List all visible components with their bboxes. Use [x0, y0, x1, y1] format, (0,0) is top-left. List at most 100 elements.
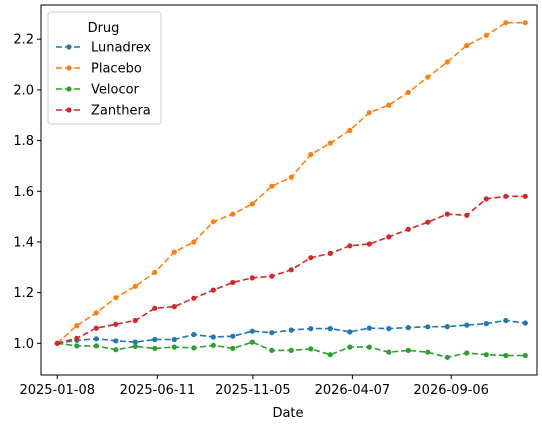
data-point	[522, 352, 528, 359]
legend-item-placebo[interactable]: Placebo	[56, 62, 142, 77]
y-tick-label: 1.0	[13, 337, 34, 352]
data-point	[288, 347, 294, 353]
data-point	[113, 338, 119, 344]
data-point	[405, 89, 411, 95]
data-point	[444, 59, 450, 65]
data-point	[152, 336, 158, 343]
legend-label: Zanthera	[91, 104, 151, 119]
data-point	[132, 317, 138, 324]
data-point	[230, 345, 236, 351]
data-point	[249, 328, 255, 334]
x-tick-label: 2026-04-07	[315, 383, 391, 398]
x-tick-label: 2025-01-08	[19, 383, 95, 398]
data-point	[464, 212, 470, 218]
x-tick-label: 2025-06-11	[120, 383, 196, 398]
data-point	[210, 334, 216, 340]
data-point	[210, 342, 216, 348]
data-point	[327, 140, 333, 146]
data-point	[464, 322, 470, 328]
data-point	[191, 331, 197, 338]
data-point	[327, 326, 333, 332]
data-point	[347, 329, 353, 335]
data-point	[74, 323, 80, 329]
data-point	[74, 335, 80, 341]
legend-marker	[66, 107, 72, 113]
data-point	[171, 304, 177, 310]
data-point	[93, 325, 99, 331]
data-point	[522, 193, 528, 199]
data-point	[386, 102, 392, 108]
data-point	[93, 343, 99, 349]
data-point	[366, 344, 372, 350]
x-tick-label: 2025-11-05	[215, 383, 291, 398]
data-point	[444, 211, 450, 217]
data-point	[269, 330, 275, 336]
data-point	[113, 321, 119, 327]
data-point	[230, 211, 236, 217]
data-point	[191, 295, 197, 301]
data-point	[308, 326, 314, 332]
y-tick-label: 1.2	[13, 286, 34, 301]
data-point	[483, 196, 489, 202]
data-point	[522, 320, 528, 326]
data-point	[210, 219, 216, 225]
legend-box	[47, 11, 162, 125]
data-point	[93, 336, 99, 342]
data-point	[191, 239, 197, 245]
data-point	[132, 339, 138, 345]
legend-item-velocor[interactable]: Velocor	[56, 83, 140, 98]
data-point	[405, 325, 411, 331]
data-point	[347, 344, 353, 350]
data-point	[54, 340, 60, 346]
legend[interactable]: Drug Lunadrex Placebo Velocor Zanthera	[47, 11, 162, 125]
data-point	[425, 74, 431, 80]
data-point	[327, 250, 333, 256]
data-point	[386, 326, 392, 332]
legend-marker	[66, 44, 72, 50]
legend-label: Lunadrex	[91, 41, 152, 56]
x-axis: 2025-01-08 2025-06-11 2025-11-05 2026-04-07…	[19, 375, 489, 398]
data-point	[503, 352, 509, 359]
data-point	[132, 283, 138, 289]
y-tick-label: 1.4	[13, 235, 34, 250]
x-tick-label: 2026-09-06	[413, 383, 489, 398]
data-point	[171, 344, 177, 350]
data-point	[269, 183, 275, 189]
data-point	[483, 321, 489, 327]
data-point	[288, 174, 294, 180]
legend-item-zanthera[interactable]: Zanthera	[56, 104, 151, 119]
legend-label: Placebo	[91, 62, 142, 77]
series-zanthera	[54, 193, 528, 346]
plot-frame	[40, 4, 538, 376]
data-point	[132, 343, 138, 349]
y-tick-label: 1.6	[13, 185, 34, 200]
data-point	[327, 352, 333, 358]
data-point	[171, 249, 177, 255]
data-point	[93, 310, 99, 316]
data-point	[308, 151, 314, 158]
data-point	[425, 324, 431, 330]
data-point	[464, 350, 470, 356]
data-point	[152, 305, 158, 311]
data-point	[444, 324, 450, 330]
data-point	[425, 219, 431, 225]
data-point	[366, 110, 372, 116]
data-point	[347, 127, 353, 133]
y-tick-label: 1.8	[13, 134, 34, 149]
data-point	[444, 354, 450, 360]
legend-item-lunadrex[interactable]: Lunadrex	[56, 41, 152, 56]
data-point	[113, 347, 119, 353]
data-point	[308, 346, 314, 352]
data-point	[386, 234, 392, 240]
x-axis-title: Date	[272, 406, 303, 421]
data-point	[503, 317, 509, 324]
legend-title: Drug	[88, 21, 120, 36]
legend-marker	[66, 86, 72, 92]
data-point	[386, 349, 392, 355]
data-point	[503, 193, 509, 199]
data-point	[483, 32, 489, 39]
data-point	[464, 42, 470, 49]
data-point	[269, 273, 275, 279]
data-point	[191, 345, 197, 351]
series-layer	[54, 20, 528, 360]
